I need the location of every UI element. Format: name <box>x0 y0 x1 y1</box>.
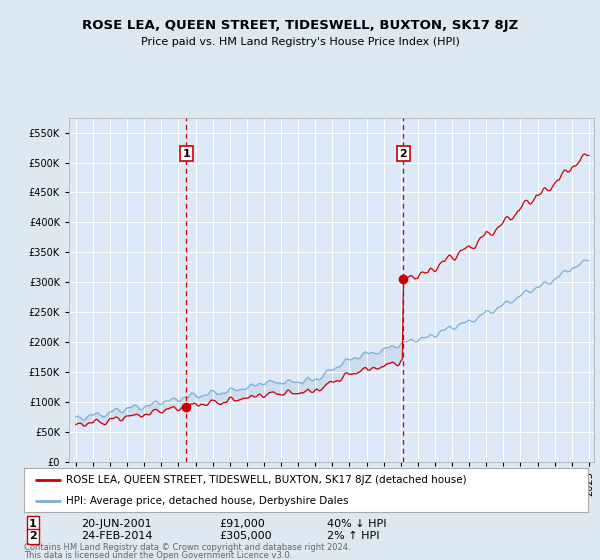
Text: 2% ↑ HPI: 2% ↑ HPI <box>327 531 380 542</box>
Text: 1: 1 <box>182 148 190 158</box>
Text: ROSE LEA, QUEEN STREET, TIDESWELL, BUXTON, SK17 8JZ (detached house): ROSE LEA, QUEEN STREET, TIDESWELL, BUXTO… <box>66 475 467 485</box>
Text: £91,000: £91,000 <box>219 519 265 529</box>
Text: 1: 1 <box>29 519 37 529</box>
Text: 2: 2 <box>400 148 407 158</box>
Text: This data is licensed under the Open Government Licence v3.0.: This data is licensed under the Open Gov… <box>24 551 292 560</box>
Text: ROSE LEA, QUEEN STREET, TIDESWELL, BUXTON, SK17 8JZ: ROSE LEA, QUEEN STREET, TIDESWELL, BUXTO… <box>82 18 518 32</box>
Text: 24-FEB-2014: 24-FEB-2014 <box>81 531 152 542</box>
Text: £305,000: £305,000 <box>219 531 272 542</box>
Text: Price paid vs. HM Land Registry's House Price Index (HPI): Price paid vs. HM Land Registry's House … <box>140 37 460 47</box>
Text: 40% ↓ HPI: 40% ↓ HPI <box>327 519 386 529</box>
Text: 2: 2 <box>29 531 37 542</box>
Text: Contains HM Land Registry data © Crown copyright and database right 2024.: Contains HM Land Registry data © Crown c… <box>24 543 350 552</box>
Text: HPI: Average price, detached house, Derbyshire Dales: HPI: Average price, detached house, Derb… <box>66 496 349 506</box>
Text: 20-JUN-2001: 20-JUN-2001 <box>81 519 152 529</box>
